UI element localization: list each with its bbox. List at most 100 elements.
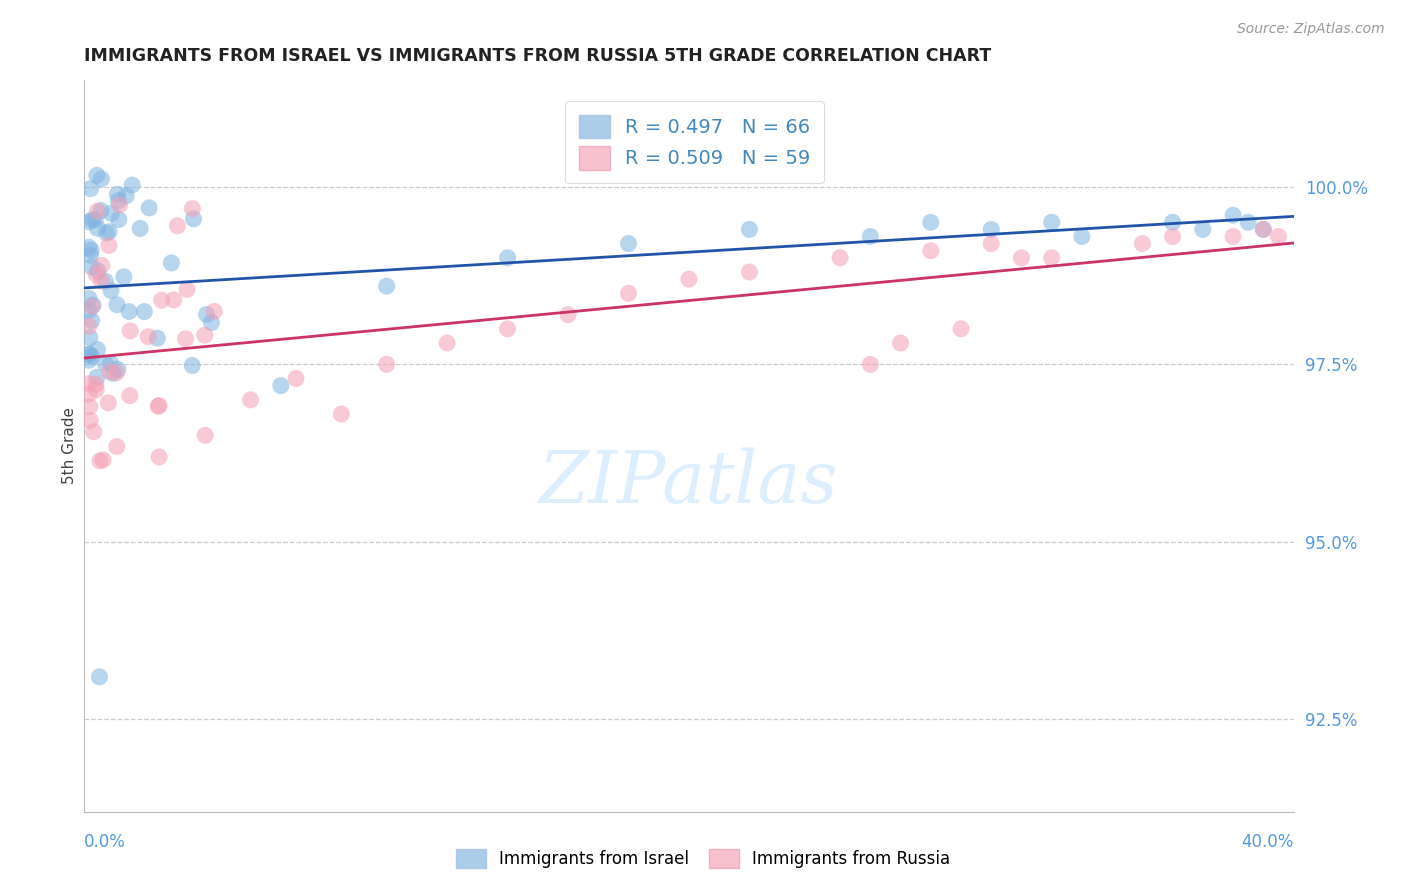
Point <box>678 272 700 286</box>
Point <box>87 264 110 278</box>
Point <box>90 203 112 218</box>
Point <box>97 238 120 252</box>
Point <box>738 222 761 236</box>
Point <box>77 215 100 229</box>
Point <box>90 172 112 186</box>
Point <box>980 222 1002 236</box>
Point <box>107 212 129 227</box>
Point <box>202 304 225 318</box>
Point <box>82 212 104 227</box>
Point <box>1161 215 1184 229</box>
Point <box>120 324 142 338</box>
Point <box>496 251 519 265</box>
Point <box>84 377 107 392</box>
Point <box>121 178 143 192</box>
Point <box>1040 251 1063 265</box>
Point <box>77 292 100 306</box>
Point <box>738 265 761 279</box>
Point <box>148 399 170 413</box>
Point <box>1237 215 1260 229</box>
Point <box>181 202 204 216</box>
Point <box>160 256 183 270</box>
Point <box>950 322 973 336</box>
Point <box>138 201 160 215</box>
Text: IMMIGRANTS FROM ISRAEL VS IMMIGRANTS FROM RUSSIA 5TH GRADE CORRELATION CHART: IMMIGRANTS FROM ISRAEL VS IMMIGRANTS FRO… <box>84 47 991 65</box>
Point <box>82 299 104 313</box>
Point <box>94 274 117 288</box>
Point <box>105 366 128 380</box>
Point <box>89 670 111 684</box>
Point <box>90 274 112 288</box>
Point <box>86 343 108 357</box>
Point <box>79 400 101 414</box>
Point <box>84 268 107 282</box>
Point <box>89 454 111 468</box>
Point <box>86 370 108 384</box>
Point <box>77 348 100 362</box>
Point <box>82 298 104 312</box>
Point <box>1253 222 1275 236</box>
Point <box>105 298 128 312</box>
Point <box>107 187 129 202</box>
Text: 0.0%: 0.0% <box>84 833 127 851</box>
Point <box>86 204 108 219</box>
Point <box>285 371 308 385</box>
Point <box>859 229 882 244</box>
Point <box>77 240 100 254</box>
Point <box>77 353 100 368</box>
Point <box>134 304 156 318</box>
Point <box>194 428 217 442</box>
Point <box>176 283 198 297</box>
Point <box>80 243 103 257</box>
Point <box>496 322 519 336</box>
Point <box>86 169 108 183</box>
Point <box>101 367 124 381</box>
Point <box>80 314 103 328</box>
Point <box>146 331 169 345</box>
Point <box>97 396 120 410</box>
Point <box>1040 215 1063 229</box>
Point <box>100 284 122 298</box>
Point <box>859 357 882 371</box>
Point <box>79 248 101 262</box>
Point <box>183 211 205 226</box>
Point <box>436 336 458 351</box>
Point <box>86 221 108 235</box>
Point <box>270 378 292 392</box>
Point <box>118 389 141 403</box>
Point <box>150 293 173 308</box>
Point <box>105 440 128 454</box>
Point <box>112 269 135 284</box>
Point <box>1222 208 1244 222</box>
Point <box>330 407 353 421</box>
Point <box>80 349 103 363</box>
Text: 40.0%: 40.0% <box>1241 833 1294 851</box>
Point <box>1071 229 1094 244</box>
Point <box>617 286 640 301</box>
Y-axis label: 5th Grade: 5th Grade <box>62 408 77 484</box>
Point <box>100 356 122 370</box>
Point <box>375 279 398 293</box>
Point <box>77 303 100 318</box>
Point <box>195 308 218 322</box>
Point <box>920 215 942 229</box>
Point <box>108 198 131 212</box>
Point <box>617 236 640 251</box>
Point <box>194 328 217 343</box>
Point <box>166 219 188 233</box>
Point <box>77 319 100 334</box>
Point <box>1253 222 1275 236</box>
Point <box>77 376 100 391</box>
Point <box>83 425 105 439</box>
Legend: Immigrants from Israel, Immigrants from Russia: Immigrants from Israel, Immigrants from … <box>449 842 957 875</box>
Point <box>98 225 121 239</box>
Text: Source: ZipAtlas.com: Source: ZipAtlas.com <box>1237 22 1385 37</box>
Point <box>375 357 398 371</box>
Text: ZIPatlas: ZIPatlas <box>538 447 839 518</box>
Point <box>920 244 942 258</box>
Point <box>557 308 579 322</box>
Point <box>148 399 170 413</box>
Point <box>94 356 117 370</box>
Point <box>90 258 112 272</box>
Point <box>118 304 141 318</box>
